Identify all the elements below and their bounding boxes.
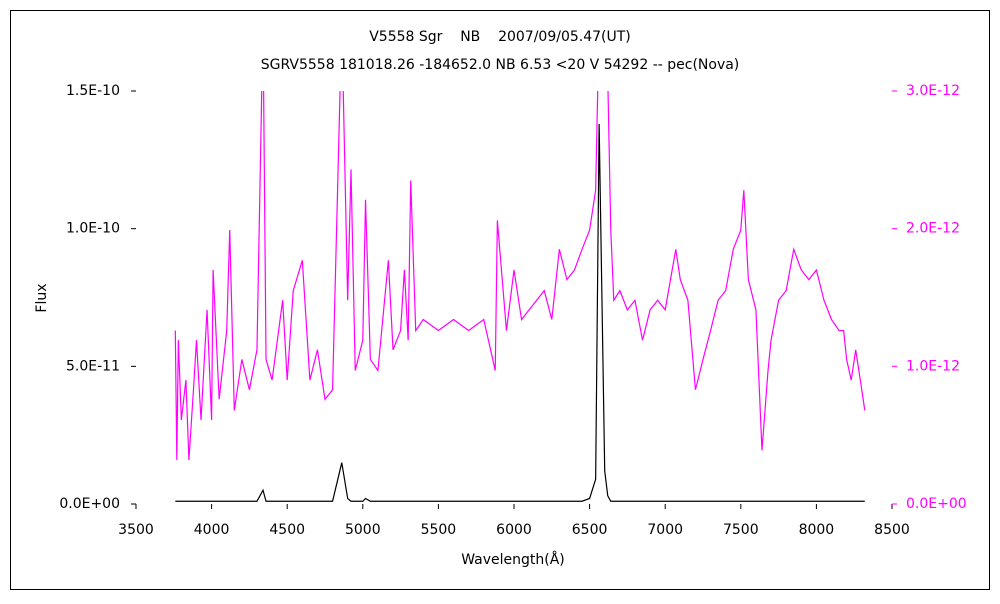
x-tick-label: 4000 <box>194 522 230 538</box>
series-line <box>175 124 865 502</box>
series-line <box>174 91 866 460</box>
y-tick-label: 5.0E-11 <box>66 358 120 374</box>
y-tick-label: 1.0E-10 <box>66 221 120 237</box>
chart-subtitle: SGRV5558 181018.26 -184652.0 NB 6.53 <20… <box>261 57 740 73</box>
x-tick-label: 5500 <box>421 522 457 538</box>
x-tick-label: 8500 <box>874 522 910 538</box>
x-tick-label: 4500 <box>269 522 305 538</box>
x-tick-label: 6500 <box>572 522 608 538</box>
x-tick-label: 3500 <box>118 522 154 538</box>
x-tick-label: 7000 <box>647 522 683 538</box>
y2-tick-label: 2.0E-12 <box>906 221 960 237</box>
x-tick-label: 8000 <box>799 522 835 538</box>
chart-title: V5558 Sgr NB 2007/09/05.47(UT) <box>369 29 631 45</box>
y2-tick-label: 0.0E+00 <box>906 496 967 512</box>
x-tick-label: 7500 <box>723 522 759 538</box>
frame <box>10 10 990 590</box>
x-tick-label: 6000 <box>496 522 532 538</box>
x-axis-label: Wavelength(Å) <box>461 551 565 568</box>
y-tick-label: 0.0E+00 <box>59 496 120 512</box>
y-axis-label: Flux <box>34 283 50 312</box>
y2-tick-label: 3.0E-12 <box>906 83 960 99</box>
x-tick-label: 5000 <box>345 522 381 538</box>
y2-tick-label: 1.0E-12 <box>906 358 960 374</box>
y-tick-label: 1.5E-10 <box>66 83 120 99</box>
